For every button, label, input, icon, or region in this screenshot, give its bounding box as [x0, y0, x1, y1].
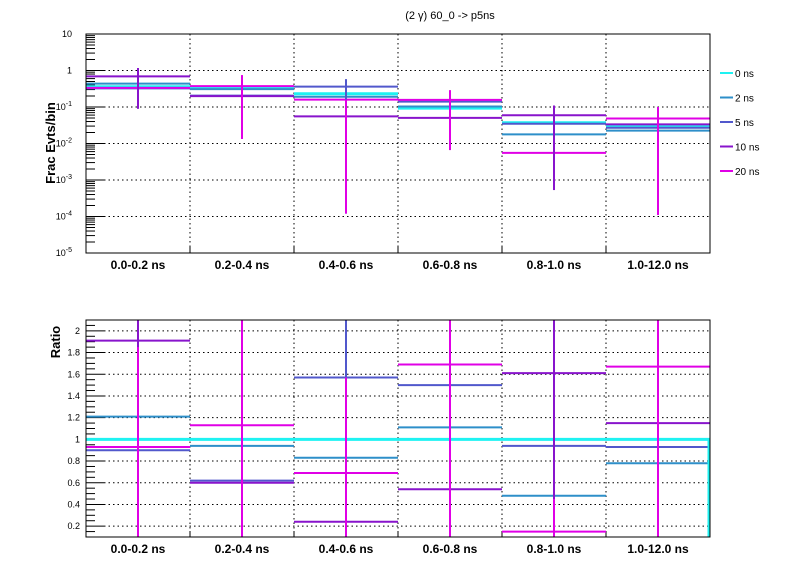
y-tick-label: 10-1: [56, 101, 72, 112]
y-tick-label: 2: [75, 326, 80, 336]
y-tick-exponent: -1: [66, 101, 72, 108]
x-tick-label: 1.0-12.0 ns: [627, 258, 689, 272]
y-tick-label: 0.4: [67, 499, 80, 509]
y-tick-exponent: -3: [66, 174, 72, 181]
y-tick-label: 1.6: [67, 369, 80, 379]
legend-label: 20 ns: [735, 167, 759, 178]
legend-label: 0 ns: [735, 69, 754, 80]
y-tick-exponent: -2: [66, 138, 72, 145]
y-tick-label: 1: [75, 434, 80, 444]
x-tick-label: 0.8-1.0 ns: [527, 542, 582, 556]
y-tick-label: 1: [67, 66, 72, 76]
ratio-panel: 0.2 0.4 0.6 0.8 1 1.2 1.4 1.6 1.8 2 0.0-0.2 ns 0.2-…: [67, 319, 711, 556]
y-tick-label: 0.8: [67, 456, 80, 466]
data-marks: [86, 320, 710, 537]
x-tick-label: 0.0-0.2 ns: [111, 542, 166, 556]
x-tick-label: 0.2-0.4 ns: [215, 542, 270, 556]
y-tick-label: 10-2: [56, 138, 72, 149]
chart-title: (2 γ) 60_0 -> p5ns: [405, 10, 495, 22]
top-panel: 10 1 10-1 10-2 10-3 10-4 10-5 0.0-0.2 ns 0.2-0.4…: [56, 29, 711, 272]
x-tick-label: 0.2-0.4 ns: [215, 258, 270, 272]
y-tick-exponent: -4: [66, 211, 72, 218]
legend: 0 ns 2 ns 5 ns 10 ns 20 ns: [720, 69, 759, 178]
y-tick-label: 0.6: [67, 478, 80, 488]
y-tick-label: 10-5: [56, 247, 72, 258]
y-tick-label: 10: [62, 29, 72, 39]
top-y-axis-label: Frac Evts/bin: [43, 102, 58, 184]
y-tick-label: 1.8: [67, 348, 80, 358]
plot-frame: [85, 319, 711, 538]
x-tick-label: 0.4-0.6 ns: [319, 258, 374, 272]
ratio-y-axis-label: Ratio: [48, 326, 63, 359]
legend-label: 10 ns: [735, 143, 759, 154]
x-tick-label: 0.8-1.0 ns: [527, 258, 582, 272]
plot-frame: [85, 33, 711, 254]
y-tick-label: 1.4: [67, 391, 80, 401]
x-tick-label: 0.4-0.6 ns: [319, 542, 374, 556]
y-tick-label: 0.2: [67, 521, 80, 531]
data-marks: [86, 68, 710, 215]
x-tick-label: 0.6-0.8 ns: [423, 542, 478, 556]
x-tick-label: 0.6-0.8 ns: [423, 258, 478, 272]
y-tick-label: 1.2: [67, 413, 80, 423]
legend-label: 2 ns: [735, 94, 754, 105]
x-tick-label: 0.0-0.2 ns: [111, 258, 166, 272]
x-tick-label: 1.0-12.0 ns: [627, 542, 689, 556]
y-tick-label: 10-4: [56, 211, 72, 222]
y-tick-label: 10-3: [56, 174, 72, 185]
y-tick-exponent: -5: [66, 247, 72, 254]
legend-label: 5 ns: [735, 118, 754, 129]
